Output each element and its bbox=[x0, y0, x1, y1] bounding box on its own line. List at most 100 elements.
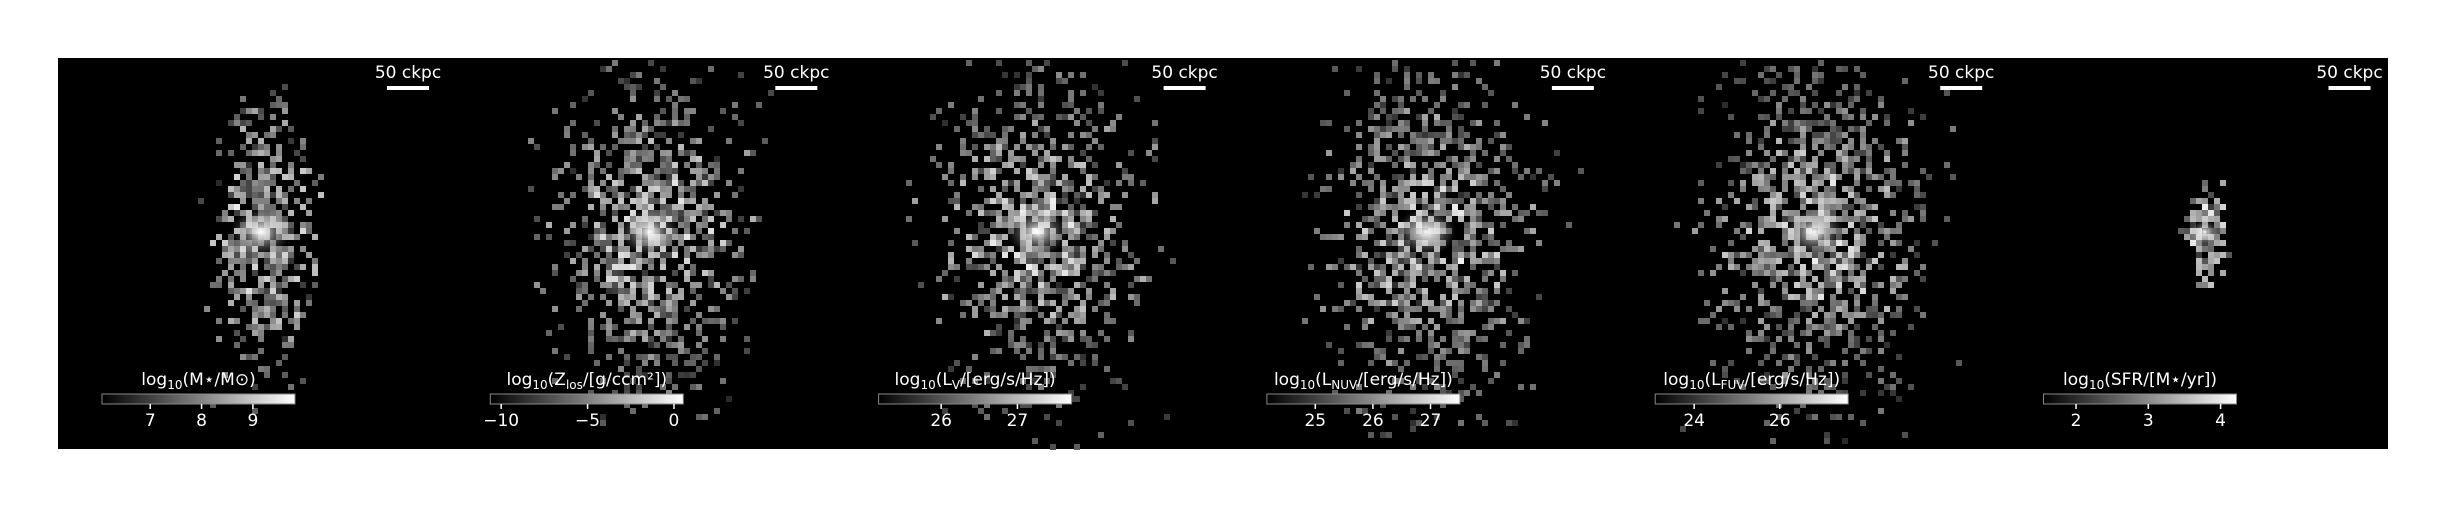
pixel bbox=[690, 186, 696, 192]
pixel bbox=[2196, 252, 2202, 258]
pixel bbox=[636, 132, 642, 138]
pixel bbox=[1452, 240, 1458, 246]
pixel bbox=[1392, 204, 1398, 210]
pixel bbox=[1818, 258, 1824, 264]
pixel bbox=[234, 162, 240, 168]
pixel bbox=[1458, 312, 1464, 318]
pixel bbox=[1062, 288, 1068, 294]
pixel bbox=[636, 204, 642, 210]
pixel bbox=[552, 348, 558, 354]
pixel bbox=[1356, 144, 1362, 150]
pixel bbox=[234, 252, 240, 258]
pixel bbox=[258, 162, 264, 168]
pixel bbox=[1836, 174, 1842, 180]
pixel bbox=[1854, 342, 1860, 348]
pixel bbox=[1764, 198, 1770, 204]
pixel bbox=[624, 372, 630, 378]
pixel bbox=[1494, 120, 1500, 126]
pixel bbox=[1128, 330, 1134, 336]
pixel bbox=[990, 258, 996, 264]
pixel bbox=[1782, 330, 1788, 336]
pixel bbox=[1398, 102, 1404, 108]
pixel bbox=[1788, 162, 1794, 168]
pixel bbox=[690, 150, 696, 156]
pixel bbox=[1764, 420, 1770, 426]
pixel bbox=[1512, 420, 1518, 426]
pixel bbox=[1002, 276, 1008, 282]
pixel bbox=[198, 198, 204, 204]
pixel bbox=[1392, 318, 1398, 324]
pixel bbox=[1878, 96, 1884, 102]
pixel bbox=[1056, 270, 1062, 276]
pixel bbox=[1050, 336, 1056, 342]
pixel bbox=[1404, 156, 1410, 162]
pixel bbox=[624, 168, 630, 174]
pixel bbox=[1752, 246, 1758, 252]
pixel bbox=[1386, 234, 1392, 240]
pixel bbox=[1062, 216, 1068, 222]
pixel bbox=[240, 336, 246, 342]
pixel bbox=[1752, 258, 1758, 264]
pixel bbox=[270, 288, 276, 294]
pixel bbox=[1896, 294, 1902, 300]
pixel bbox=[1362, 180, 1368, 186]
pixel bbox=[678, 180, 684, 186]
pixel bbox=[246, 300, 252, 306]
pixel bbox=[624, 300, 630, 306]
pixel bbox=[636, 354, 642, 360]
pixel bbox=[1890, 330, 1896, 336]
pixel bbox=[1146, 150, 1152, 156]
pixel bbox=[1446, 126, 1452, 132]
pixel bbox=[1044, 414, 1050, 420]
pixel bbox=[270, 294, 276, 300]
pixel bbox=[990, 300, 996, 306]
pixel bbox=[282, 204, 288, 210]
pixel bbox=[744, 228, 750, 234]
pixel bbox=[1386, 330, 1392, 336]
pixel bbox=[1776, 276, 1782, 282]
pixel bbox=[1020, 354, 1026, 360]
pixel bbox=[1872, 312, 1878, 318]
pixel bbox=[552, 168, 558, 174]
pixel bbox=[246, 168, 252, 174]
pixel bbox=[978, 252, 984, 258]
colorbar-label: log10(LV/[erg/s/Hz]) bbox=[895, 370, 1056, 392]
pixel bbox=[612, 186, 618, 192]
label-part: /[erg/s/Hz]) bbox=[1357, 370, 1453, 390]
pixel bbox=[1410, 294, 1416, 300]
pixel bbox=[744, 288, 750, 294]
pixel bbox=[1554, 180, 1560, 186]
pixel bbox=[1050, 204, 1056, 210]
pixel bbox=[1446, 120, 1452, 126]
pixel bbox=[1362, 342, 1368, 348]
pixel bbox=[1950, 174, 1956, 180]
pixel bbox=[576, 270, 582, 276]
pixel bbox=[216, 216, 222, 222]
pixel bbox=[1410, 168, 1416, 174]
pixel bbox=[1338, 258, 1344, 264]
pixel bbox=[684, 162, 690, 168]
pixel bbox=[1848, 270, 1854, 276]
pixel bbox=[1794, 270, 1800, 276]
pixel bbox=[1482, 234, 1488, 240]
pixel bbox=[984, 264, 990, 270]
pixel bbox=[1812, 294, 1818, 300]
pixel bbox=[1392, 150, 1398, 156]
pixel bbox=[996, 210, 1002, 216]
pixel bbox=[1794, 186, 1800, 192]
pixel bbox=[936, 318, 942, 324]
pixel bbox=[1800, 120, 1806, 126]
pixel bbox=[1758, 72, 1764, 78]
pixel bbox=[1806, 384, 1812, 390]
pixel bbox=[1488, 234, 1494, 240]
pixel bbox=[990, 222, 996, 228]
pixel bbox=[654, 360, 660, 366]
pixel bbox=[1098, 90, 1104, 96]
pixel bbox=[606, 66, 612, 72]
pixel bbox=[216, 258, 222, 264]
pixel bbox=[1134, 258, 1140, 264]
pixel bbox=[1770, 282, 1776, 288]
pixel bbox=[1812, 156, 1818, 162]
pixel bbox=[1464, 162, 1470, 168]
pixel bbox=[1848, 312, 1854, 318]
